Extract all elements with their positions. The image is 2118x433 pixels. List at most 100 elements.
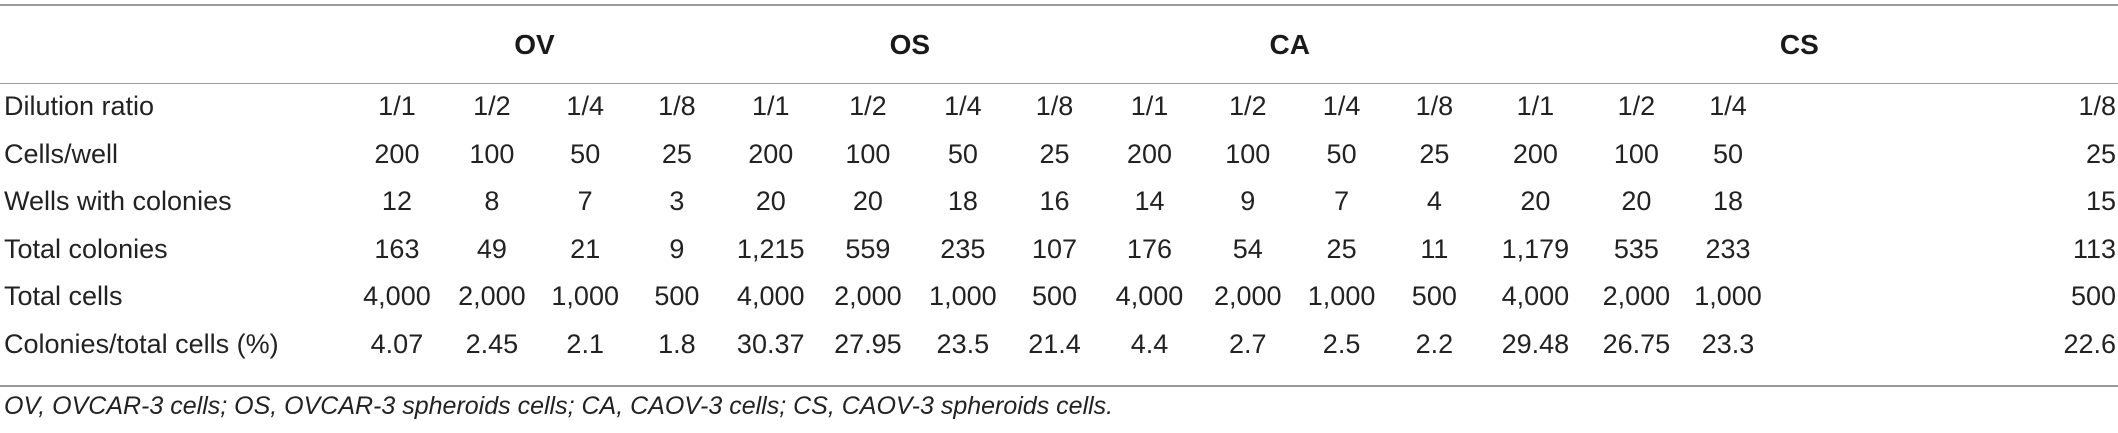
- table-cell: 1,000: [551, 281, 619, 312]
- table-cell: 25: [661, 138, 692, 169]
- table-cell: 18: [1713, 186, 1744, 217]
- table-cell: 1,215: [736, 233, 805, 264]
- table-cell: 2,000: [1602, 281, 1671, 312]
- table-cell: 1,179: [1501, 233, 1570, 264]
- table-cell: 25: [1326, 233, 1357, 264]
- table-cell: 1/4: [1709, 91, 1747, 122]
- table-cell: 500: [654, 281, 700, 312]
- table-cell: 49: [476, 233, 507, 264]
- table-cell: 2.2: [1415, 328, 1454, 359]
- group-header-ov: OV: [514, 28, 555, 60]
- table-cell: 20: [1621, 186, 1652, 217]
- table-cell: 100: [1613, 138, 1659, 169]
- table-cell: 7: [577, 186, 593, 217]
- table-cell: 26.75: [1602, 328, 1671, 359]
- table-cell: 1,000: [1694, 281, 1762, 312]
- table-cell: 235: [940, 233, 986, 264]
- table-cell: 7: [1334, 186, 1350, 217]
- top-rule: [0, 4, 2118, 6]
- table-cell: 27.95: [834, 328, 902, 359]
- table-cell: 1.8: [658, 328, 696, 359]
- table-cell: 30.37: [736, 328, 805, 359]
- table-cell: 9: [1240, 186, 1256, 217]
- group-header-os: OS: [889, 28, 931, 60]
- table-cell: 1/1: [1130, 91, 1169, 122]
- table-body: Dilution ratio 1/1 1/2 1/4 1/8 1/1 1/2 1/4 1/8 1/…: [0, 83, 2118, 368]
- table-cell: 500: [1031, 281, 1078, 312]
- table-cell: 25: [2085, 138, 2116, 169]
- table-cell: 2.7: [1228, 328, 1267, 359]
- table-cell: 2,000: [834, 281, 902, 312]
- table-cell: 200: [374, 138, 420, 169]
- row-label: Dilution ratio: [4, 91, 155, 122]
- stub-header: [0, 6, 348, 83]
- table-cell: 100: [845, 138, 891, 169]
- table-cell: 1/1: [751, 91, 790, 122]
- table-cell: 500: [2070, 281, 2116, 312]
- table-cell: 200: [748, 138, 794, 169]
- table-cell: 16: [1039, 186, 1070, 217]
- table-row: Dilution ratio 1/1 1/2 1/4 1/8 1/1 1/2 1/4 1/8 1/…: [0, 83, 2118, 131]
- table-cell: 2.45: [465, 328, 519, 359]
- table-cell: 2.5: [1322, 328, 1361, 359]
- table-cell: 54: [1232, 233, 1263, 264]
- table-cell: 535: [1613, 233, 1659, 264]
- table-cell: 559: [845, 233, 891, 264]
- table-cell: 4,000: [363, 281, 431, 312]
- table-cell: 15: [2085, 186, 2116, 217]
- table-row: Total colonies 163 49 21 9 1,215 559 235 107 176 5…: [0, 226, 2118, 274]
- table-cell: 1/2: [1617, 91, 1656, 122]
- table-cell: 21: [570, 233, 601, 264]
- bottom-rule: [0, 385, 2118, 387]
- table-cell: 1/8: [2078, 91, 2116, 122]
- table-cell: 4: [1426, 186, 1442, 217]
- table-cell: 3: [669, 186, 685, 217]
- group-header-row: OV OS CA CS: [0, 6, 2118, 83]
- data-table: OV OS CA CS Dilution ratio 1/1 1/2 1/4 1/8 1/…: [0, 6, 2118, 368]
- table-cell: 8: [484, 186, 500, 217]
- table-cell: 23.3: [1701, 328, 1755, 359]
- table-cell: 1,000: [1307, 281, 1376, 312]
- table-cell: 1/1: [378, 91, 416, 122]
- table-cell: 4,000: [736, 281, 805, 312]
- table-cell: 107: [1031, 233, 1078, 264]
- table-cell: 1/2: [849, 91, 887, 122]
- table-cell: 12: [381, 186, 412, 217]
- table-cell: 50: [947, 138, 978, 169]
- table-cell: 11: [1420, 233, 1449, 264]
- table-row: Colonies/total cells (%) 4.07 2.45 2.1 1.8 30…: [0, 321, 2118, 369]
- table-cell: 1/8: [658, 91, 696, 122]
- table-footnote: OV, OVCAR-3 cells; OS, OVCAR-3 spheroids…: [4, 392, 1114, 420]
- table-cell: 4,000: [1115, 281, 1184, 312]
- group-header-ca: CA: [1269, 28, 1310, 60]
- row-label: Total colonies: [4, 233, 168, 264]
- table-cell: 50: [1713, 138, 1744, 169]
- table-cell: 1/4: [566, 91, 604, 122]
- table-cell: 163: [374, 233, 420, 264]
- table-cell: 100: [1225, 138, 1271, 169]
- table-cell: 1/1: [1516, 91, 1555, 122]
- table-cell: 29.48: [1501, 328, 1570, 359]
- table-cell: 1,000: [929, 281, 997, 312]
- table-cell: 1/2: [1228, 91, 1267, 122]
- table-cell: 21.4: [1028, 328, 1081, 359]
- table-cell: 4.07: [370, 328, 424, 359]
- table-cell: 1/4: [1322, 91, 1361, 122]
- table-cell: 18: [947, 186, 978, 217]
- table-cell: 20: [1520, 186, 1551, 217]
- table-cell: 200: [1512, 138, 1558, 169]
- table-cell: 20: [852, 186, 883, 217]
- table-cell: 2,000: [458, 281, 526, 312]
- table-row: Total cells 4,000 2,000 1,000 500 4,000 2,000 1…: [0, 273, 2118, 321]
- table-cell: 1/4: [944, 91, 982, 122]
- row-label: Cells/well: [4, 138, 119, 169]
- table-cell: 20: [755, 186, 786, 217]
- table-cell: 22.6: [2063, 328, 2116, 359]
- table-cell: 4.4: [1130, 328, 1169, 359]
- table-cell: 2.1: [566, 328, 604, 359]
- table-cell: 176: [1126, 233, 1172, 264]
- table-cell: 1/8: [1415, 91, 1454, 122]
- table-cell: 100: [469, 138, 515, 169]
- table-cell: 200: [1126, 138, 1172, 169]
